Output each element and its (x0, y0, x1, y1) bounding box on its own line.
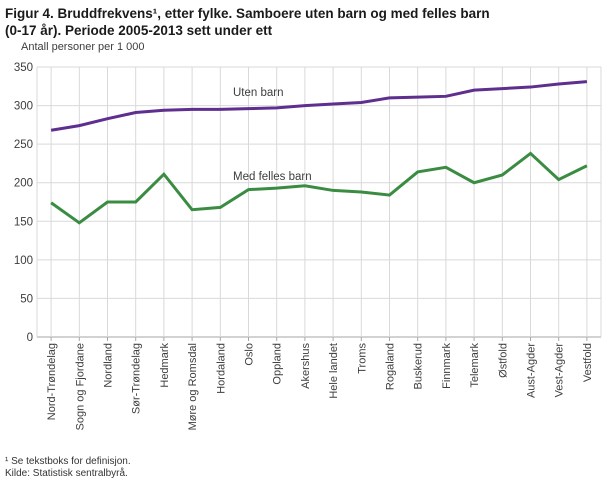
x-category-label: Sør-Trøndelag (131, 343, 143, 414)
x-category-label: Oppland (272, 343, 284, 385)
x-category-label: Troms (356, 343, 368, 374)
x-category-label: Hele landet (328, 343, 340, 399)
figure-title: Figur 4. Bruddfrekvens¹, etter fylke. Sa… (5, 5, 605, 39)
source-credit: Kilde: Statistisk sentralbyrå. (5, 468, 128, 479)
y-tick-label: 300 (14, 101, 33, 113)
y-tick-label: 350 (14, 62, 33, 74)
x-category-labels: Nord-Trøndelag Sogn og Fjordane Nordland Sø… (46, 343, 594, 431)
y-axis-unit-label: Antall personer per 1 000 (21, 41, 145, 53)
y-tick-label: 250 (14, 139, 33, 151)
y-tick-label: 50 (20, 293, 33, 305)
x-category-label: Telemark (469, 343, 481, 388)
x-category-label: Aust-Agder (526, 343, 538, 398)
x-category-label: Vest-Agder (554, 343, 566, 398)
x-category-label: Møre og Romsdal (187, 343, 199, 430)
x-category-label: Nordland (103, 343, 115, 388)
x-category-label: Østfold (497, 343, 509, 378)
series-label-1: Med felles barn (233, 171, 312, 183)
x-gridlines (36, 67, 602, 341)
figure-title-line2: (0-17 år). Periode 2005-2013 sett under … (5, 23, 273, 38)
x-category-label: Finnmark (441, 343, 453, 389)
y-tick-label: 150 (14, 216, 33, 228)
y-tick-label: 0 (27, 332, 33, 344)
x-category-label: Hordaland (215, 343, 227, 394)
x-category-label: Buskerud (413, 343, 425, 389)
y-tick-label: 100 (14, 255, 33, 267)
series-lines (50, 80, 588, 225)
x-category-label: Rogaland (385, 343, 397, 390)
x-category-label: Hedmark (159, 343, 171, 388)
y-tick-label: 200 (14, 178, 33, 190)
chart-area: 0 50 100 150 200 250 300 350 Nord-Trøndelag Sogn … (14, 62, 602, 431)
series-label-0: Uten barn (233, 87, 284, 99)
line-chart-canvas: 0 50 100 150 200 250 300 350 Nord-Trøndelag Sogn … (14, 62, 602, 431)
x-category-label: Oslo (244, 343, 256, 366)
x-category-label: Sogn og Fjordane (74, 343, 86, 430)
y-gridlines (37, 66, 601, 338)
series-line-1 (50, 151, 588, 225)
figure-title-line1: Figur 4. Bruddfrekvens¹, etter fylke. Sa… (5, 6, 490, 21)
x-category-label: Vestfold (582, 343, 594, 382)
y-tick-labels: 0 50 100 150 200 250 300 350 (14, 62, 33, 344)
series-line-0 (50, 80, 588, 132)
x-category-label: Nord-Trøndelag (46, 343, 58, 420)
series-inline-labels: Uten barn Med felles barn (233, 87, 312, 183)
footnote-definition: ¹ Se tekstboks for definisjon. (5, 456, 131, 467)
x-category-label: Akershus (300, 343, 312, 389)
